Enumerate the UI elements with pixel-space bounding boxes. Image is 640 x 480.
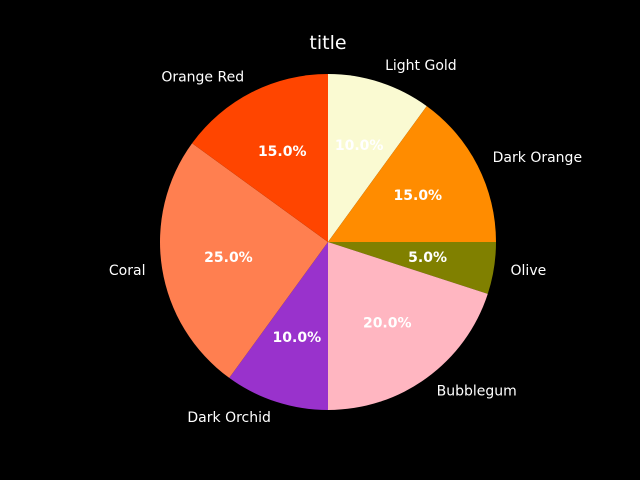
pie-slice-coral	[159, 143, 328, 378]
percent-label-olive: 5.0%	[408, 250, 447, 266]
slice-label-orange-red: Orange Red	[161, 69, 244, 85]
slice-label-olive: Olive	[511, 263, 547, 279]
pie-slice-dark-orange	[328, 106, 496, 242]
percent-label-dark-orchid: 10.0%	[273, 330, 322, 346]
slice-label-light-gold: Light Gold	[385, 58, 457, 74]
percent-label-light-gold: 10.0%	[335, 138, 384, 154]
percent-label-orange-red: 15.0%	[258, 144, 307, 160]
percent-label-bubblegum: 20.0%	[363, 316, 412, 332]
pie-slice-orange-red	[192, 74, 328, 242]
slice-label-dark-orchid: Dark Orchid	[187, 410, 271, 426]
chart-title: title	[309, 32, 346, 54]
slice-label-coral: Coral	[109, 263, 146, 279]
percent-label-coral: 25.0%	[204, 250, 253, 266]
pie-slice-dark-orchid	[229, 242, 328, 410]
pie-labels: Light Gold 10.0% Dark Orange 15.0% Olive 5.0%…	[109, 58, 582, 426]
slice-label-bubblegum: Bubblegum	[437, 384, 517, 400]
percent-label-dark-orange: 15.0%	[394, 188, 443, 204]
slice-label-dark-orange: Dark Orange	[493, 150, 582, 166]
pie-slice-bubblegum	[328, 242, 488, 410]
pie-slice-olive	[328, 242, 496, 294]
pie-slice-light-gold	[328, 74, 427, 242]
pie-slices	[159, 74, 496, 410]
